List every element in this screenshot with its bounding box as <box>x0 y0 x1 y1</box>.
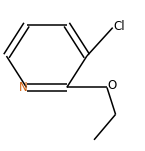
Text: N: N <box>19 81 27 94</box>
Text: Cl: Cl <box>113 20 125 33</box>
Text: O: O <box>108 79 117 92</box>
